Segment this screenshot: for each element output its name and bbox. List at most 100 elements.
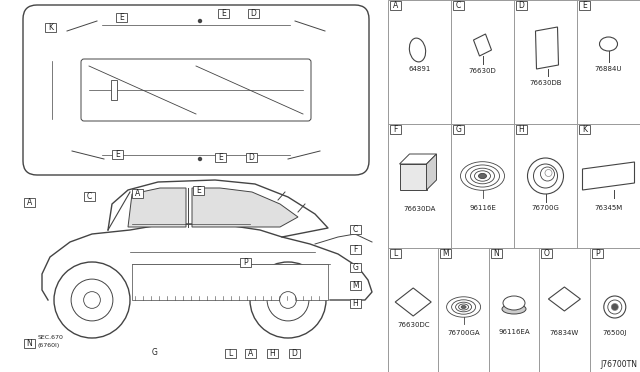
FancyBboxPatch shape: [218, 9, 229, 18]
Text: A: A: [135, 189, 140, 198]
FancyBboxPatch shape: [215, 153, 226, 162]
Ellipse shape: [600, 37, 618, 51]
Text: H: H: [518, 125, 524, 134]
Text: L: L: [394, 249, 397, 258]
FancyBboxPatch shape: [225, 349, 236, 358]
FancyBboxPatch shape: [246, 153, 257, 162]
Text: 76630DC: 76630DC: [397, 322, 429, 328]
FancyBboxPatch shape: [388, 0, 640, 372]
Text: 76345M: 76345M: [595, 205, 623, 211]
Ellipse shape: [541, 167, 554, 181]
FancyBboxPatch shape: [453, 1, 464, 10]
FancyBboxPatch shape: [116, 13, 127, 22]
Ellipse shape: [611, 304, 618, 311]
FancyBboxPatch shape: [390, 249, 401, 258]
FancyBboxPatch shape: [111, 80, 117, 100]
FancyBboxPatch shape: [132, 264, 328, 300]
Circle shape: [84, 292, 100, 308]
Text: P: P: [595, 249, 600, 258]
FancyBboxPatch shape: [579, 1, 590, 10]
Text: A: A: [393, 1, 398, 10]
Polygon shape: [128, 188, 186, 227]
FancyBboxPatch shape: [24, 339, 35, 348]
Text: D: D: [518, 1, 524, 10]
FancyBboxPatch shape: [350, 263, 361, 272]
Circle shape: [198, 19, 202, 22]
FancyBboxPatch shape: [453, 125, 464, 134]
Circle shape: [71, 279, 113, 321]
Text: O: O: [544, 249, 550, 258]
Text: N: N: [493, 249, 499, 258]
FancyBboxPatch shape: [24, 198, 35, 207]
Ellipse shape: [502, 304, 526, 314]
Text: H: H: [353, 299, 358, 308]
Ellipse shape: [447, 297, 481, 317]
Text: 76884U: 76884U: [595, 66, 622, 72]
FancyBboxPatch shape: [245, 349, 256, 358]
Text: D: D: [248, 153, 255, 162]
Text: 76630DB: 76630DB: [529, 80, 562, 86]
Polygon shape: [582, 162, 634, 190]
Ellipse shape: [608, 300, 622, 314]
Polygon shape: [399, 164, 426, 190]
Text: 76700GA: 76700GA: [447, 330, 480, 336]
FancyBboxPatch shape: [516, 125, 527, 134]
Ellipse shape: [479, 173, 486, 179]
Ellipse shape: [527, 158, 563, 194]
Text: E: E: [218, 153, 223, 162]
Text: A: A: [27, 198, 32, 207]
Text: P: P: [243, 258, 248, 267]
Text: C: C: [353, 225, 358, 234]
Text: 64891: 64891: [408, 66, 431, 72]
Text: 76500J: 76500J: [603, 330, 627, 336]
Text: E: E: [196, 186, 201, 195]
Polygon shape: [399, 154, 436, 164]
Text: E: E: [115, 150, 120, 159]
Circle shape: [54, 262, 130, 338]
FancyBboxPatch shape: [541, 249, 552, 258]
Text: A: A: [248, 349, 253, 358]
Text: G: G: [456, 125, 461, 134]
FancyBboxPatch shape: [350, 299, 361, 308]
Text: 76834W: 76834W: [550, 330, 579, 336]
FancyBboxPatch shape: [350, 245, 361, 254]
Ellipse shape: [461, 305, 466, 308]
Text: L: L: [228, 349, 232, 358]
Ellipse shape: [461, 162, 504, 190]
Ellipse shape: [459, 304, 468, 310]
FancyBboxPatch shape: [240, 258, 251, 267]
Ellipse shape: [470, 168, 495, 184]
FancyBboxPatch shape: [267, 349, 278, 358]
Text: H: H: [269, 349, 275, 358]
FancyBboxPatch shape: [591, 249, 603, 258]
Ellipse shape: [465, 165, 499, 187]
Text: M: M: [443, 249, 449, 258]
Polygon shape: [474, 34, 492, 56]
Text: K: K: [582, 125, 587, 134]
Ellipse shape: [545, 170, 552, 176]
FancyBboxPatch shape: [84, 192, 95, 201]
Ellipse shape: [503, 296, 525, 310]
FancyBboxPatch shape: [193, 186, 204, 195]
Text: E: E: [221, 9, 226, 18]
Text: F: F: [353, 245, 358, 254]
Text: E: E: [582, 1, 587, 10]
FancyBboxPatch shape: [45, 23, 56, 32]
Text: G: G: [152, 348, 158, 357]
Polygon shape: [396, 288, 431, 316]
Text: 76700G: 76700G: [532, 205, 559, 211]
Text: F: F: [394, 125, 397, 134]
Circle shape: [280, 292, 296, 308]
Text: D: D: [292, 349, 298, 358]
Text: 96116E: 96116E: [469, 205, 496, 211]
Circle shape: [198, 157, 202, 160]
Text: C: C: [456, 1, 461, 10]
FancyBboxPatch shape: [81, 59, 311, 121]
Text: 76630D: 76630D: [468, 68, 497, 74]
Ellipse shape: [452, 300, 476, 314]
FancyBboxPatch shape: [516, 1, 527, 10]
Ellipse shape: [456, 302, 472, 312]
Polygon shape: [426, 154, 436, 190]
Text: J76700TN: J76700TN: [600, 360, 637, 369]
FancyBboxPatch shape: [390, 1, 401, 10]
